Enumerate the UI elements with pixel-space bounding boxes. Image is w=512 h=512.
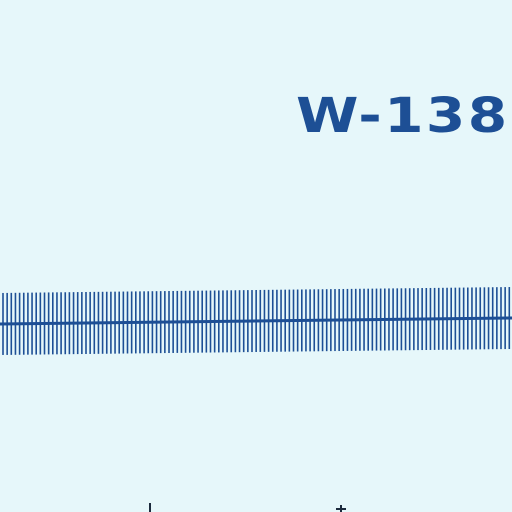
model-number-label: W-138L <box>296 88 512 144</box>
bottom-partial-marks <box>149 503 346 512</box>
pin-strip-teeth <box>2 287 511 355</box>
